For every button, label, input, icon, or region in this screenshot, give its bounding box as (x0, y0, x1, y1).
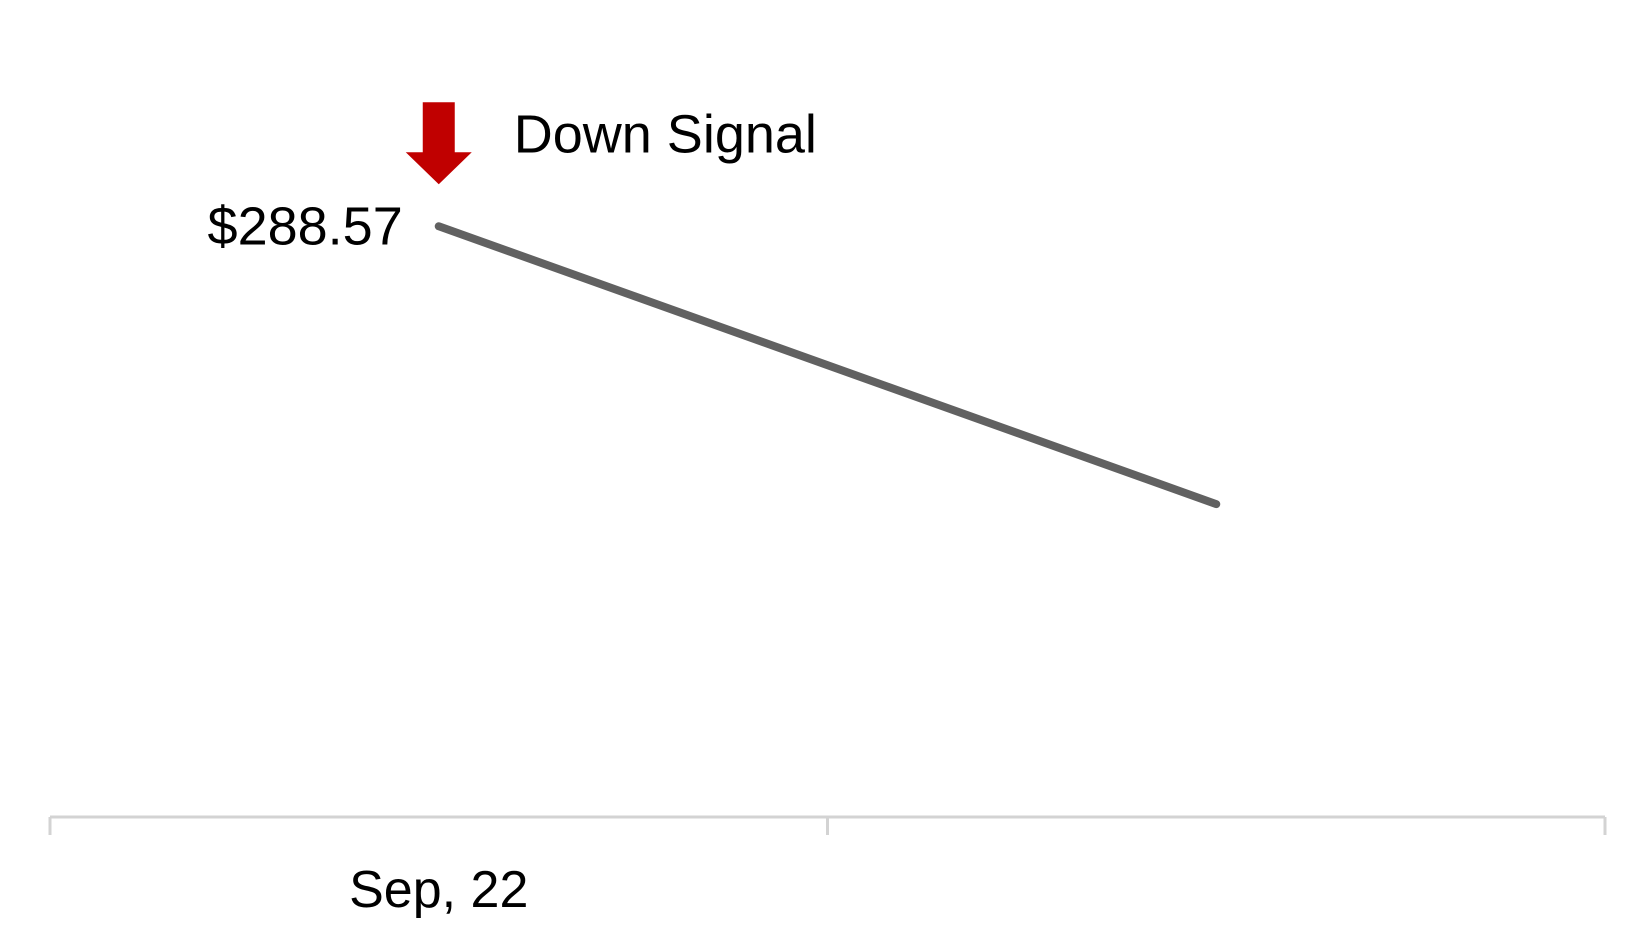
down-arrow-icon (405, 102, 472, 185)
price-series-line (434, 222, 1221, 509)
x-axis: Sep, 22 (48, 815, 1607, 919)
signal-label: Down Signal (514, 104, 817, 164)
price-label: $288.57 (208, 196, 403, 256)
series-layer (434, 222, 1221, 509)
annotation-layer: $288.57 Down Signal (208, 102, 817, 256)
x-tick-label: Sep, 22 (349, 861, 528, 919)
